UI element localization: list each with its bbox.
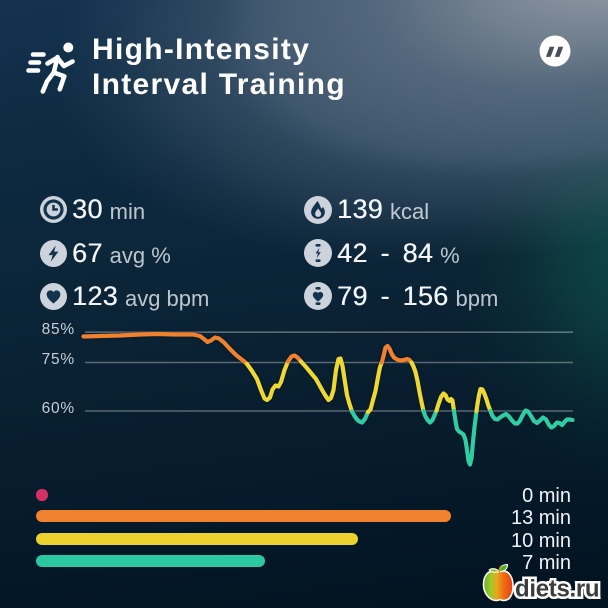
- svg-text:diets.ru: diets.ru: [515, 576, 599, 603]
